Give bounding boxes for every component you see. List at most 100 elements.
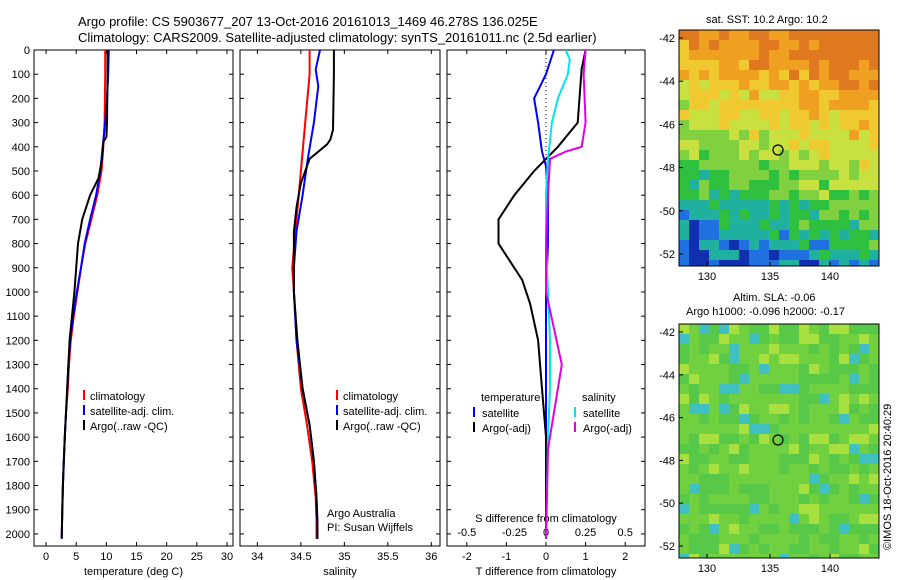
map-cell [859, 260, 869, 266]
map-cell [829, 384, 839, 394]
map-cell [679, 404, 689, 414]
map-cell [699, 374, 709, 384]
map-cell [869, 170, 879, 180]
map-cell [809, 474, 819, 484]
map-cell [859, 344, 869, 354]
map-cell [679, 230, 689, 240]
map-cell [769, 364, 779, 374]
map-cell [679, 200, 689, 210]
map-cell [749, 110, 759, 120]
map-cell [739, 190, 749, 200]
map-cell [709, 554, 719, 558]
map-cell [799, 494, 809, 504]
map-2: -42 -44 -46 -48 -50 -52 130 135 140 [659, 323, 880, 575]
map-cell [689, 394, 699, 404]
map-cell [809, 524, 819, 534]
map-cell [689, 404, 699, 414]
map-cell [849, 484, 859, 494]
map-cell [839, 334, 849, 344]
map-cell [809, 60, 819, 70]
map-cell [719, 504, 729, 514]
map-cell [789, 444, 799, 454]
map-cell [759, 130, 769, 140]
map-cell [809, 230, 819, 240]
legend-label: Argo(..raw -QC) [343, 421, 421, 433]
map-cell [839, 190, 849, 200]
map-cell [769, 474, 779, 484]
map-cell [789, 344, 799, 354]
map-y-tick-label: -52 [659, 249, 675, 261]
map-cell [749, 534, 759, 544]
map-cell [719, 200, 729, 210]
argo-location-marker [772, 434, 784, 446]
map-cell [819, 140, 829, 150]
map-cell [819, 210, 829, 220]
map-cell [719, 80, 729, 90]
map-cell [809, 334, 819, 344]
map-cell [809, 130, 819, 140]
map-cell [729, 434, 739, 444]
map-cell [869, 120, 879, 130]
map-cell [769, 220, 779, 230]
map-cell [769, 230, 779, 240]
map-cell [779, 80, 789, 90]
x-tick-label: -2 [462, 551, 472, 563]
map-cell [719, 210, 729, 220]
map-cell [739, 494, 749, 504]
map-cell [849, 250, 859, 260]
map-cell [749, 464, 759, 474]
map-cell [749, 344, 759, 354]
map-cell [799, 524, 809, 534]
map-cell [799, 544, 809, 554]
map-cell [709, 544, 719, 554]
map-cell [839, 324, 849, 334]
map-cell [769, 210, 779, 220]
map-cell [839, 110, 849, 120]
map-cell [849, 384, 859, 394]
map-cell [699, 354, 709, 364]
series-line [60, 50, 107, 539]
y-tick-label: 500 [12, 166, 30, 178]
map-cell [769, 374, 779, 384]
map-cell [699, 80, 709, 90]
map-cell [729, 354, 739, 364]
map-cell [859, 404, 869, 414]
map-cell [869, 394, 879, 404]
map-cell [779, 504, 789, 514]
map-cell [709, 394, 719, 404]
map-cell [849, 344, 859, 354]
map-cell [779, 514, 789, 524]
map-cell [789, 160, 799, 170]
map-cell [799, 90, 809, 100]
map-cell [849, 524, 859, 534]
map-cell [829, 324, 839, 334]
map-cell [859, 180, 869, 190]
map-cell [739, 364, 749, 374]
map-cell [679, 140, 689, 150]
map-cell [679, 424, 689, 434]
map-cell [779, 454, 789, 464]
map-cell [729, 160, 739, 170]
map-cell [689, 170, 699, 180]
map-cell [689, 230, 699, 240]
map-cell [809, 364, 819, 374]
map-cell [719, 190, 729, 200]
map-cell [789, 140, 799, 150]
map-cell [849, 60, 859, 70]
map-cell [819, 250, 829, 260]
map-cell [769, 120, 779, 130]
map-cell [799, 180, 809, 190]
map-cell [729, 424, 739, 434]
map-cell [749, 190, 759, 200]
map-cell [759, 324, 769, 334]
map-cell [789, 100, 799, 110]
map-cell [819, 434, 829, 444]
map-cell [829, 484, 839, 494]
map-cell [699, 50, 709, 60]
map-cell [849, 554, 859, 558]
x-tick-label: 35 [338, 551, 350, 563]
map-cell [829, 414, 839, 424]
map-cell [769, 30, 779, 40]
map-cell [859, 130, 869, 140]
map-cell [859, 100, 869, 110]
